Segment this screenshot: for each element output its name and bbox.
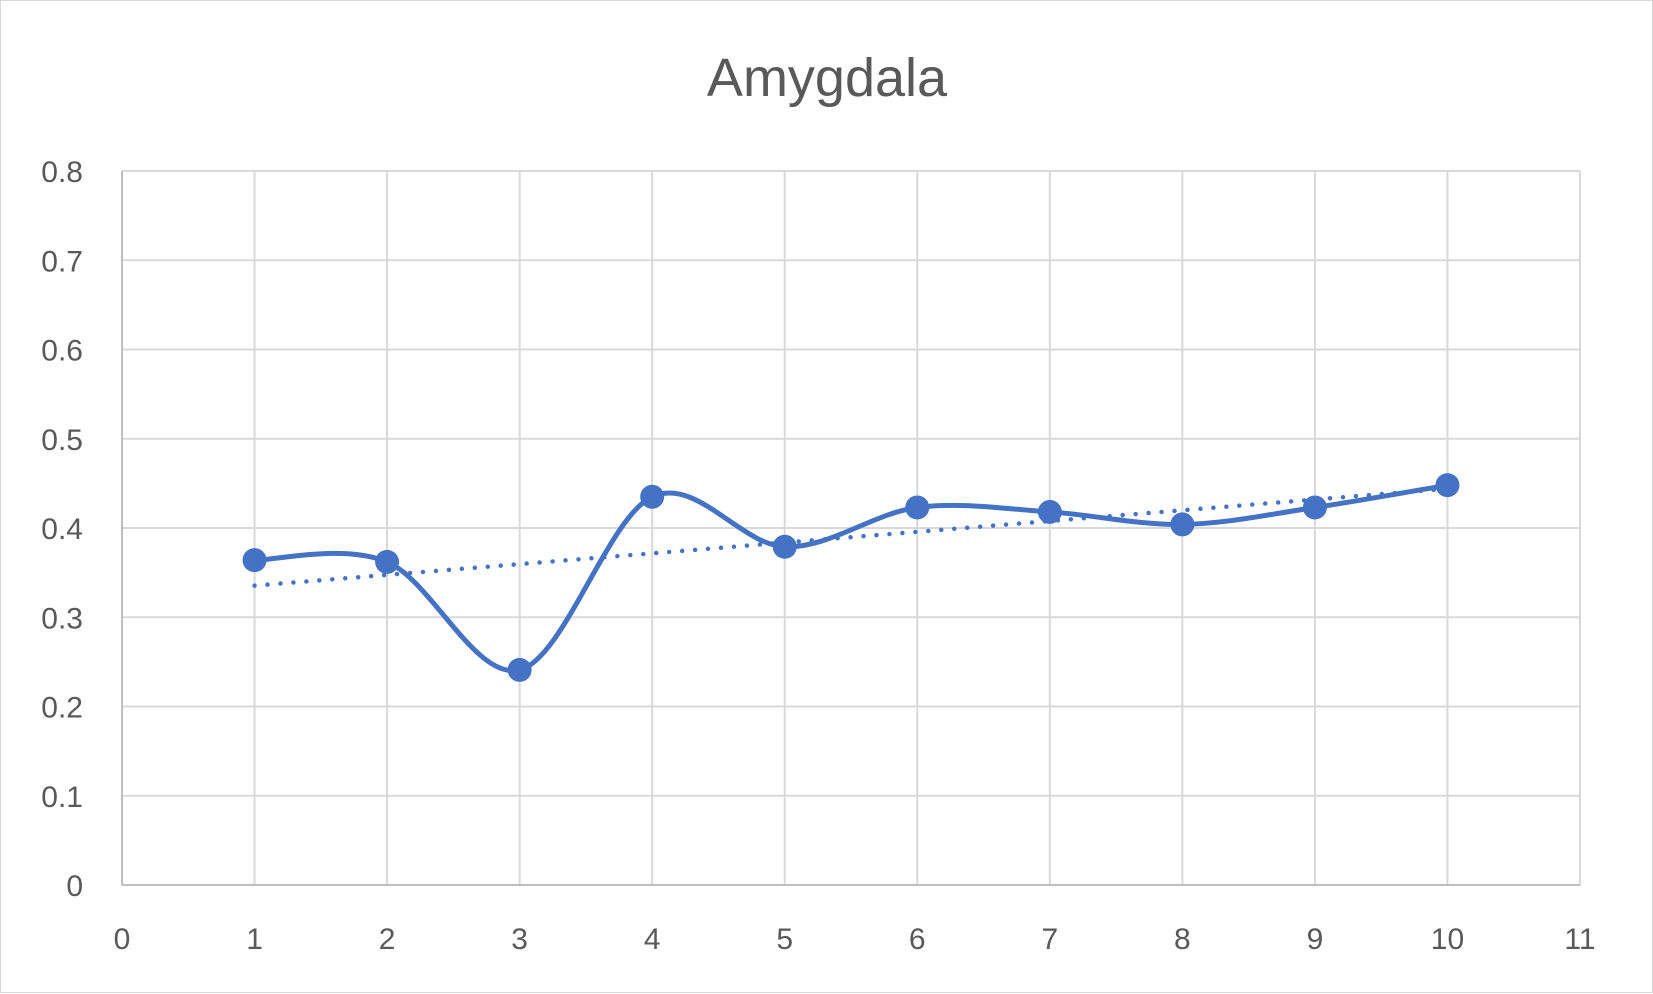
y-tick-label: 0.7 — [41, 245, 83, 278]
trendline-group — [252, 486, 1450, 588]
data-point — [242, 548, 267, 573]
x-tick-label: 7 — [1041, 923, 1058, 956]
x-tick-label: 6 — [909, 923, 926, 956]
x-tick-label: 0 — [114, 923, 131, 956]
chart-title: Amygdala — [707, 48, 948, 108]
data-point — [905, 495, 930, 520]
y-tick-label: 0 — [66, 870, 83, 903]
x-tick-label: 3 — [511, 923, 528, 956]
series-group — [242, 473, 1460, 682]
data-point — [1302, 495, 1327, 520]
y-tick-label: 0.1 — [41, 781, 83, 814]
x-tick-label: 9 — [1307, 923, 1324, 956]
y-tick-label: 0.8 — [41, 156, 83, 189]
data-point — [375, 549, 400, 574]
x-tick-label: 4 — [644, 923, 661, 956]
data-point — [772, 534, 797, 559]
data-point — [1435, 473, 1460, 498]
trendline — [252, 486, 1450, 588]
y-tick-label: 0.3 — [41, 602, 83, 635]
axes — [121, 171, 1580, 886]
series-line — [254, 482, 1448, 674]
y-tick-label: 0.5 — [41, 424, 83, 457]
y-tick-labels: 0 0.1 0.2 0.3 0.4 0.5 0.6 0.7 0.8 — [41, 156, 83, 903]
x-tick-labels: 0 1 2 3 4 5 6 7 8 9 10 11 — [114, 923, 1596, 956]
y-tick-label: 0.4 — [41, 513, 83, 546]
data-point — [507, 657, 532, 682]
y-tick-label: 0.6 — [41, 335, 83, 368]
y-tick-label: 0.2 — [41, 692, 83, 725]
data-point — [1170, 512, 1195, 537]
gridlines — [122, 170, 1581, 885]
data-point — [640, 484, 665, 509]
x-tick-label: 11 — [1564, 923, 1595, 956]
data-point — [1037, 499, 1062, 524]
x-tick-label: 2 — [379, 923, 396, 956]
x-tick-label: 8 — [1174, 923, 1191, 956]
x-tick-label: 1 — [246, 923, 263, 956]
x-tick-label: 5 — [776, 923, 793, 956]
x-tick-label: 10 — [1431, 923, 1464, 956]
